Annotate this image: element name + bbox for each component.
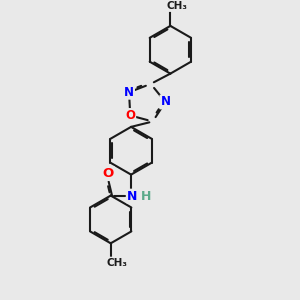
Text: CH₃: CH₃ bbox=[106, 257, 128, 268]
Text: N: N bbox=[160, 95, 170, 109]
Text: N: N bbox=[124, 86, 134, 99]
Text: N: N bbox=[127, 190, 138, 203]
Text: O: O bbox=[125, 109, 135, 122]
Text: CH₃: CH₃ bbox=[166, 1, 187, 11]
Text: O: O bbox=[103, 167, 114, 180]
Text: H: H bbox=[141, 190, 152, 203]
